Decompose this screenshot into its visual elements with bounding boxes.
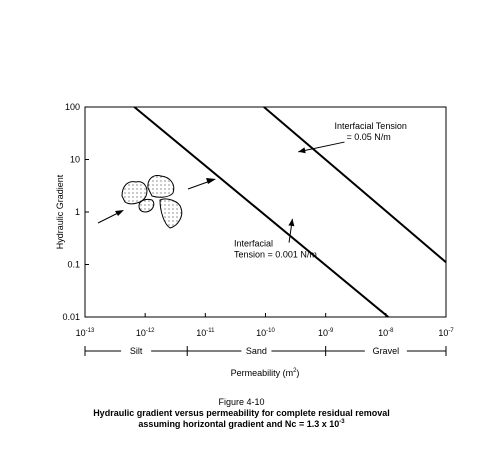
x-tick-label: 10-10 bbox=[256, 328, 275, 338]
y-tick-label: 0.01 bbox=[62, 312, 80, 322]
x-axis-ticks: 10-13 10-12 10-11 10-10 10-9 10-8 10-7 bbox=[76, 313, 454, 338]
x-tick-label: 10-13 bbox=[76, 328, 95, 338]
soil-class-label: Sand bbox=[246, 346, 267, 356]
series-line-1 bbox=[133, 106, 389, 318]
particle-grain bbox=[147, 175, 175, 198]
y-axis-ticks: 100 10 1 0.1 0.01 bbox=[62, 102, 89, 322]
soil-particle-illustration bbox=[97, 175, 216, 229]
series-line-2 bbox=[263, 106, 447, 264]
x-tick-label: 10-8 bbox=[378, 328, 394, 338]
soil-class-label: Silt bbox=[130, 346, 143, 356]
flow-arrow-head bbox=[115, 210, 124, 216]
soil-label-bg bbox=[121, 345, 152, 357]
soil-label-bg bbox=[364, 345, 407, 357]
annotation-leader bbox=[298, 141, 345, 153]
y-axis-label: Hydraulic Gradient bbox=[55, 174, 65, 249]
figure-label: Figure 4-10 bbox=[218, 397, 265, 407]
figure-caption-line-1: Hydraulic gradient versus permeability f… bbox=[93, 408, 390, 418]
y-tick-label: 0.1 bbox=[67, 260, 80, 270]
x-tick-label: 10-7 bbox=[438, 328, 454, 338]
x-tick-label: 10-12 bbox=[136, 328, 155, 338]
soil-class-bar: Silt Sand Gravel bbox=[84, 345, 447, 357]
y-tick-label: 100 bbox=[65, 102, 80, 112]
figure-caption-line-2: assuming horizontal gradient and Nc = 1.… bbox=[138, 419, 345, 429]
y-tick-label: 10 bbox=[70, 155, 80, 165]
particle-grain bbox=[138, 198, 155, 213]
annotations: Interfacial Tension = 0.001 N/m Interfacia… bbox=[234, 121, 407, 259]
particle-grain bbox=[159, 198, 183, 229]
flow-arrow-head bbox=[206, 178, 216, 184]
annotation-label: Interfacial Tension = 0.05 N/m bbox=[334, 121, 406, 142]
y-tick-label: 1 bbox=[75, 207, 80, 217]
x-tick-label: 10-11 bbox=[196, 328, 215, 338]
annotation-arrow-head bbox=[298, 147, 306, 154]
x-tick-label: 10-9 bbox=[318, 328, 334, 338]
annotation-arrow-head bbox=[288, 218, 295, 227]
series-lines bbox=[133, 106, 447, 318]
particle-grain bbox=[121, 181, 148, 205]
soil-class-label: Gravel bbox=[373, 346, 400, 356]
annotation-label: Interfacial Tension = 0.001 N/m bbox=[234, 239, 317, 260]
x-axis-label: Permeability (m2) bbox=[231, 368, 300, 378]
soil-label-bg bbox=[241, 345, 272, 357]
plot-frame bbox=[84, 106, 447, 318]
